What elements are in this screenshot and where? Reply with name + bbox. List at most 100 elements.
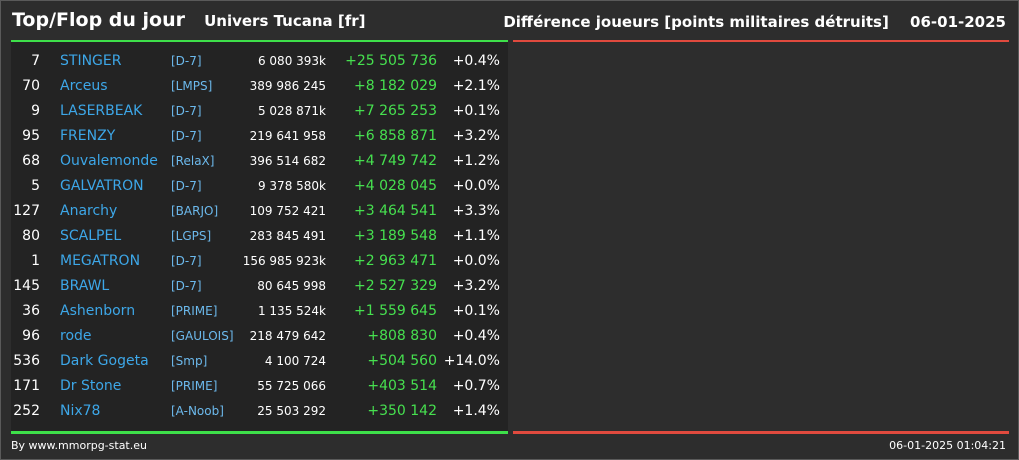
points-difference: +7 265 253 (354, 103, 437, 119)
points-difference: +4 749 742 (354, 153, 437, 169)
player-points: 25 503 292 (257, 404, 326, 418)
table-row: 127 Anarchy [BARJO] 109 752 421 +3 464 541 +3… (11, 201, 508, 226)
player-rank: 80 (22, 228, 40, 244)
alliance-tag[interactable]: [GAULOIS] (171, 329, 234, 343)
table-row: 252 Nix78 [A-Noob] 25 503 292 +350 142 +1.4% (11, 401, 508, 426)
alliance-tag[interactable]: [PRIME] (171, 304, 218, 318)
alliance-tag[interactable]: [D-7] (171, 104, 202, 118)
player-points: 5 028 871k (257, 104, 326, 118)
points-difference: +25 505 736 (345, 53, 437, 69)
player-name[interactable]: Ouvalemonde (60, 153, 158, 169)
top-bar-upper (11, 40, 508, 43)
player-rank: 252 (13, 403, 40, 419)
player-rank: 95 (22, 128, 40, 144)
player-rank: 536 (13, 353, 40, 369)
table-row: 68 Ouvalemonde [RelaX] 396 514 682 +4 749 74… (11, 151, 508, 176)
table-row: 70 Arceus [LMPS] 389 986 245 +8 182 029 +2.1% (11, 76, 508, 101)
player-points: 109 752 421 (249, 204, 326, 218)
points-difference: +3 464 541 (354, 203, 437, 219)
points-difference: +6 858 871 (354, 128, 437, 144)
percent-change: +1.2% (452, 153, 500, 169)
player-name[interactable]: rode (60, 328, 92, 344)
percent-change: +3.3% (452, 203, 500, 219)
header-info: Différence joueurs [points militaires dé… (503, 13, 1006, 31)
player-name[interactable]: MEGATRON (60, 253, 141, 269)
alliance-tag[interactable]: [RelaX] (171, 154, 215, 168)
player-points: 156 985 923k (242, 254, 326, 268)
player-rank: 96 (22, 328, 40, 344)
table-row: 145 BRAWL [D-7] 80 645 998 +2 527 329 +3.2% (11, 276, 508, 301)
table-row: 9 LASERBEAK [D-7] 5 028 871k +7 265 253 +0.1% (11, 101, 508, 126)
player-points: 283 845 491 (249, 229, 326, 243)
alliance-tag[interactable]: [D-7] (171, 129, 202, 143)
points-difference: +403 514 (367, 378, 437, 394)
percent-change: +0.4% (452, 53, 500, 69)
player-name[interactable]: SCALPEL (60, 228, 122, 244)
alliance-tag[interactable]: [A-Noob] (171, 404, 224, 418)
player-name[interactable]: BRAWL (60, 278, 110, 294)
points-difference: +3 189 548 (354, 228, 437, 244)
percent-change: +2.1% (452, 78, 500, 94)
percent-change: +0.1% (452, 103, 500, 119)
player-name[interactable]: Nix78 (60, 403, 101, 419)
player-name[interactable]: LASERBEAK (60, 103, 143, 119)
player-name[interactable]: GALVATRON (60, 178, 144, 194)
percent-change: +0.1% (452, 303, 500, 319)
table-row: 536 Dark Gogeta [Smp] 4 100 724 +504 560 +14.… (11, 351, 508, 376)
player-name[interactable]: Ashenborn (60, 303, 136, 319)
alliance-tag[interactable]: [LMPS] (171, 79, 213, 93)
table-row: 96 rode [GAULOIS] 218 479 642 +808 830 +0.4% (11, 326, 508, 351)
player-points: 9 378 580k (257, 179, 326, 193)
flop-bar-lower (513, 431, 1009, 434)
player-rank: 68 (22, 153, 40, 169)
player-name[interactable]: Dr Stone (60, 378, 122, 394)
points-difference: +2 963 471 (354, 253, 437, 269)
player-points: 219 641 958 (249, 129, 326, 143)
report-date: 06-01-2025 (910, 13, 1006, 31)
alliance-tag[interactable]: [D-7] (171, 254, 202, 268)
player-name[interactable]: STINGER (60, 53, 122, 69)
header-title-group: Top/Flop du jour Univers Tucana [fr] (12, 9, 366, 31)
player-rank: 5 (31, 178, 40, 194)
alliance-tag[interactable]: [LGPS] (171, 229, 212, 243)
alliance-tag[interactable]: [D-7] (171, 179, 202, 193)
player-rank: 9 (31, 103, 40, 119)
player-rank: 127 (13, 203, 40, 219)
metric-label: Différence joueurs [points militaires dé… (503, 13, 889, 31)
player-rank: 145 (13, 278, 40, 294)
percent-change: +1.4% (452, 403, 500, 419)
player-points: 218 479 642 (249, 329, 326, 343)
table-row: 171 Dr Stone [PRIME] 55 725 066 +403 514 +0.7… (11, 376, 508, 401)
alliance-tag[interactable]: [D-7] (171, 279, 202, 293)
player-points: 4 100 724 (264, 354, 326, 368)
percent-change: +3.2% (452, 128, 500, 144)
player-name[interactable]: Arceus (60, 78, 108, 94)
player-rank: 1 (31, 253, 40, 269)
top-panel: 7 STINGER [D-7] 6 080 393k +25 505 736 +0.4% 7… (11, 42, 508, 433)
points-difference: +350 142 (367, 403, 437, 419)
percent-change: +14.0% (443, 353, 500, 369)
table-row: 5 GALVATRON [D-7] 9 378 580k +4 028 045 +0.0% (11, 176, 508, 201)
player-points: 80 645 998 (257, 279, 326, 293)
alliance-tag[interactable]: [D-7] (171, 54, 202, 68)
alliance-tag[interactable]: [BARJO] (171, 204, 219, 218)
player-name[interactable]: Anarchy (60, 203, 118, 219)
points-difference: +1 559 645 (354, 303, 437, 319)
percent-change: +0.0% (452, 178, 500, 194)
page-title: Top/Flop du jour (12, 9, 185, 31)
alliance-tag[interactable]: [Smp] (171, 354, 208, 368)
percent-change: +0.7% (452, 378, 500, 394)
source-credit[interactable]: By www.mmorpg-stat.eu (11, 439, 147, 452)
points-difference: +4 028 045 (354, 178, 437, 194)
player-name[interactable]: FRENZY (60, 128, 116, 144)
points-difference: +8 182 029 (354, 78, 437, 94)
table-row: 1 MEGATRON [D-7] 156 985 923k +2 963 471 +0.0… (11, 251, 508, 276)
alliance-tag[interactable]: [PRIME] (171, 379, 218, 393)
points-difference: +808 830 (367, 328, 437, 344)
universe-label: Univers Tucana [fr] (204, 12, 366, 30)
player-name[interactable]: Dark Gogeta (60, 353, 149, 369)
table-row: 80 SCALPEL [LGPS] 283 845 491 +3 189 548 +1.1… (11, 226, 508, 251)
generated-timestamp: 06-01-2025 01:04:21 (889, 439, 1006, 452)
player-points: 1 135 524k (257, 304, 326, 318)
table-row: 36 Ashenborn [PRIME] 1 135 524k +1 559 645 +0… (11, 301, 508, 326)
